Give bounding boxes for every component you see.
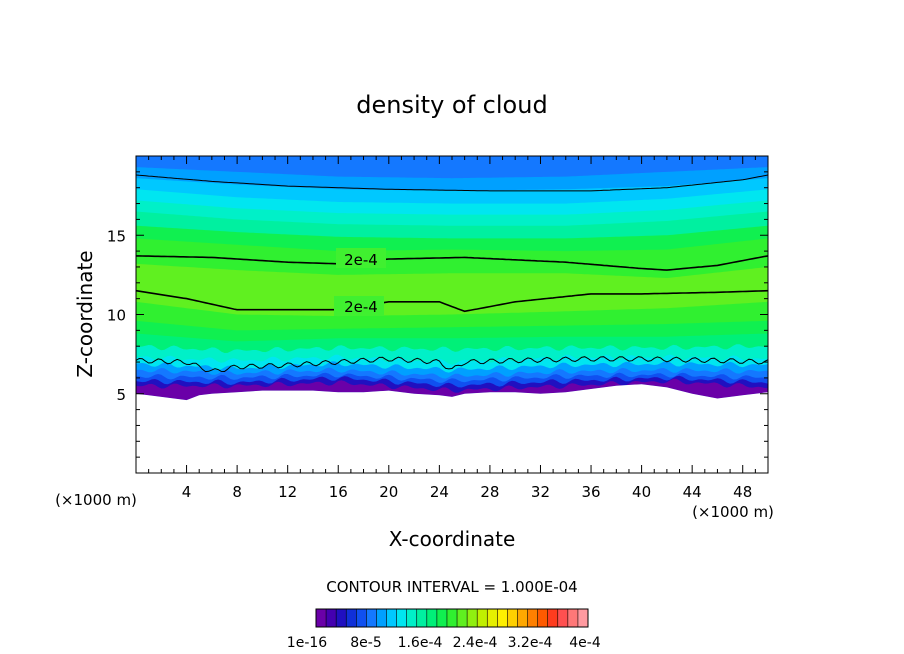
y-axis-label: Z-coordinate [73,250,97,377]
contour-interval-text: CONTOUR INTERVAL = 1.000E-04 [326,578,577,596]
colorbar-swatch [406,609,418,627]
colorbar-swatch [547,609,559,627]
colorbar-labels: 1e-16 8e-5 1.6e-4 2.4e-4 3.2e-4 4e-4 [287,635,601,651]
colorbar-swatch [507,609,518,627]
x-tick-label: 48 [733,483,752,501]
contour-band [136,378,768,401]
colorbar-swatch [567,609,579,627]
colorbar-swatch [336,609,347,627]
x-tick-label: 32 [531,483,550,501]
colorbar-swatch [477,609,488,627]
colorbar [315,608,589,628]
x-axis-unit: (×1000 m) [692,503,774,521]
colorbar-swatch [366,609,377,627]
colorbar-swatch [487,609,498,627]
colorbar-swatch [396,609,408,627]
x-tick-label: 16 [329,483,348,501]
colorbar-swatch [497,609,508,627]
x-axis-label: X-coordinate [389,527,516,551]
x-tick-label: 12 [278,483,297,501]
colorbar-swatch [416,609,428,627]
filled-contours [136,156,768,473]
y-axis-unit: (×1000 m) [55,491,137,509]
y-tick-label: 15 [107,227,126,245]
y-tick-label: 5 [116,386,126,404]
colorbar-label: 3.2e-4 [508,635,553,651]
colorbar-swatch [527,609,539,627]
contour-line [136,289,768,313]
colorbar-swatch [356,609,367,627]
colorbar-swatch [517,609,529,627]
colorbar-swatch [326,609,337,627]
colorbar-swatch [316,609,327,627]
colorbar-swatch [346,609,357,627]
contour-line [136,255,768,271]
colorbar-frame [315,608,589,628]
x-tick-label: 44 [683,483,702,501]
x-tick-label: 8 [232,483,242,501]
plot-area: 2e-4 2e-4 [135,155,769,474]
colorbar-swatch [376,609,388,627]
x-tick-label: 28 [480,483,499,501]
x-tick-label: 36 [581,483,600,501]
chart-title: density of cloud [356,91,547,119]
colorbar-label: 8e-5 [350,635,381,651]
colorbar-swatch [386,609,398,627]
colorbar-swatch [457,609,468,627]
contour-label-upper: 2e-4 [344,251,378,269]
colorbar-swatch [557,609,569,627]
colorbar-label: 2.4e-4 [453,635,498,651]
y-tick-label: 10 [107,307,126,325]
clear-air-region [136,384,768,473]
colorbar-swatch [436,609,448,627]
colorbar-swatch [577,609,589,627]
x-tick-label: 20 [379,483,398,501]
colorbar-swatch [537,609,549,627]
colorbar-label: 4e-4 [569,635,601,651]
contour-label-lower: 2e-4 [344,298,378,316]
colorbar-label: 1.6e-4 [398,635,443,651]
colorbar-swatch [446,609,458,627]
colorbar-label: 1e-16 [287,635,327,651]
contour-lines [136,174,768,373]
colorbar-swatch [426,609,438,627]
contour-label-bg [334,296,384,316]
x-tick-label: 40 [632,483,651,501]
x-tick-label: 24 [430,483,449,501]
contour-line [136,174,768,192]
contour-line [136,356,768,373]
contour-label-bg [336,248,386,268]
contour-labels: 2e-4 2e-4 [334,248,386,316]
colorbar-swatch [467,609,478,627]
x-tick-label: 4 [182,483,192,501]
